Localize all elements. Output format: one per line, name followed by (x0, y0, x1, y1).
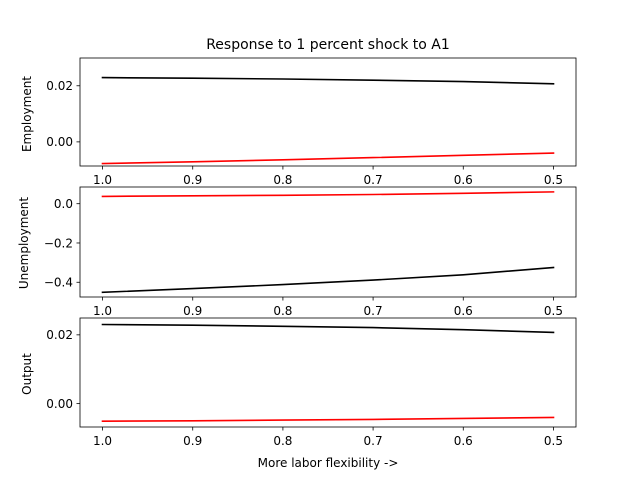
employment-x-tick-label: 0.7 (364, 173, 383, 187)
output-series-1-line (101, 323, 555, 334)
employment-x-tick-label: 0.6 (454, 173, 473, 187)
unemployment-series-2-line (101, 191, 555, 198)
unemployment-y-tick-label: 0.0 (54, 197, 73, 211)
panel-employment: Employment 0.02 0.00 1.0 0.9 0.8 0.7 0.6 0.5 (20, 57, 577, 187)
panel-output: Output 0.02 0.00 1.0 0.9 0.8 0.7 0.6 0.5 (20, 317, 577, 448)
unemployment-y-tick-label: −0.4 (44, 276, 73, 290)
unemployment-x-tick-label: 1.0 (93, 304, 112, 318)
employment-y-tick-label: 0.00 (46, 135, 73, 149)
output-plot-frame (79, 317, 577, 428)
unemployment-x-tick-label: 0.8 (273, 304, 292, 318)
y-axis-label-output: Output (20, 353, 34, 395)
unemployment-y-tick-label: −0.2 (44, 236, 73, 250)
unemployment-x-tick-label: 0.9 (183, 304, 202, 318)
employment-x-tick-label: 1.0 (93, 173, 112, 187)
employment-series-2-line (101, 152, 555, 165)
output-x-tick-label: 0.6 (454, 434, 473, 448)
output-y-tick-label: 0.00 (46, 397, 73, 411)
unemployment-x-tick-label: 0.5 (544, 304, 563, 318)
employment-series-1-line (101, 76, 555, 85)
panel-unemployment: Unemployment 0.0 −0.2 −0.4 1.0 0.9 0.8 0.7 0.6 0… (17, 186, 577, 318)
employment-x-tick-label: 0.9 (183, 173, 202, 187)
output-series-2-line (101, 416, 555, 423)
output-x-tick-label: 0.9 (183, 434, 202, 448)
unemployment-series-1-line (101, 266, 555, 294)
x-axis-label: More labor flexibility -> (258, 456, 399, 470)
unemployment-x-tick-label: 0.6 (454, 304, 473, 318)
employment-plot-frame (79, 57, 577, 167)
unemployment-plot-frame (79, 186, 577, 298)
output-x-tick-label: 0.8 (273, 434, 292, 448)
employment-x-tick-label: 0.8 (273, 173, 292, 187)
output-x-tick-label: 0.5 (544, 434, 563, 448)
output-x-tick-label: 1.0 (93, 434, 112, 448)
y-axis-label-employment: Employment (20, 76, 34, 152)
output-y-tick-label: 0.02 (46, 328, 73, 342)
unemployment-x-tick-label: 0.7 (364, 304, 383, 318)
y-axis-label-unemployment: Unemployment (17, 197, 31, 290)
employment-x-tick-label: 0.5 (544, 173, 563, 187)
output-x-tick-label: 0.7 (364, 434, 383, 448)
employment-y-tick-label: 0.02 (46, 79, 73, 93)
chart-title: Response to 1 percent shock to A1 (206, 37, 450, 53)
